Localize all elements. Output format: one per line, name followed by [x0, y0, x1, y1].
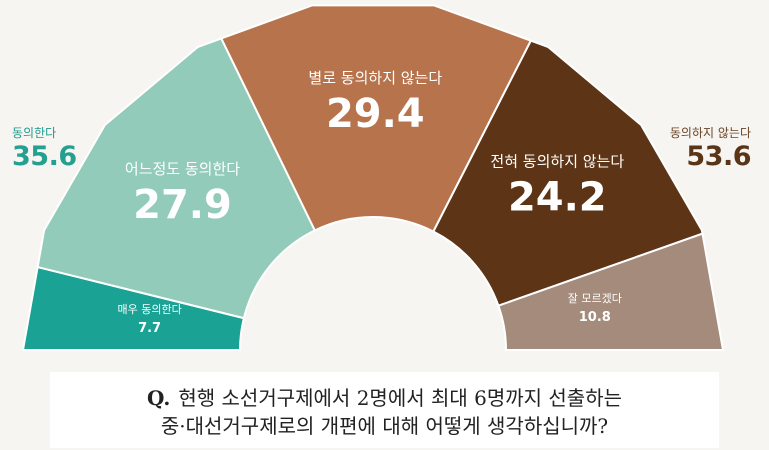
slice-5-category-label: 잘 모르겠다: [568, 292, 622, 305]
question-line-1: 현행 소선거구제에서 2명에서 최대 6명까지 선출하는: [178, 386, 623, 410]
question-line-2: 중·대선거구제로의 개편에 대해 어떻게 생각하십니까?: [160, 414, 609, 438]
slice-5: [497, 232, 725, 351]
agree-total-label: 동의한다: [12, 126, 57, 140]
slice-2: [36, 37, 317, 320]
slice-2-category-label: 어느정도 동의한다: [125, 160, 240, 178]
slice-1-category-label: 매우 동의한다: [117, 303, 181, 316]
slice-5-value-label: 10.8: [579, 310, 611, 325]
slice-3-category-label: 별로 동의하지 않는다: [308, 69, 442, 87]
slice-1-value-label: 7.7: [138, 321, 161, 336]
agree-total-value: 35.6: [12, 141, 77, 172]
slice-2-value-label: 27.9: [133, 182, 232, 228]
question-text: Q. 현행 소선거구제에서 2명에서 최대 6명까지 선출하는 중·대선거구제로의…: [50, 384, 719, 440]
slice-4: [432, 39, 704, 308]
disagree-total-label: 동의하지 않는다: [669, 126, 751, 140]
question-prefix: Q.: [146, 386, 171, 410]
agree-total: 동의한다 35.6: [12, 124, 77, 172]
slice-3-value-label: 29.4: [326, 91, 425, 137]
slice-4-category-label: 전혀 동의하지 않는다: [490, 153, 624, 171]
slice-4-value-label: 24.2: [508, 175, 607, 221]
disagree-total: 동의하지 않는다 53.6: [669, 124, 752, 172]
disagree-total-value: 53.6: [686, 141, 751, 172]
question-box: Q. 현행 소선거구제에서 2명에서 최대 6명까지 선출하는 중·대선거구제로의…: [50, 372, 719, 448]
